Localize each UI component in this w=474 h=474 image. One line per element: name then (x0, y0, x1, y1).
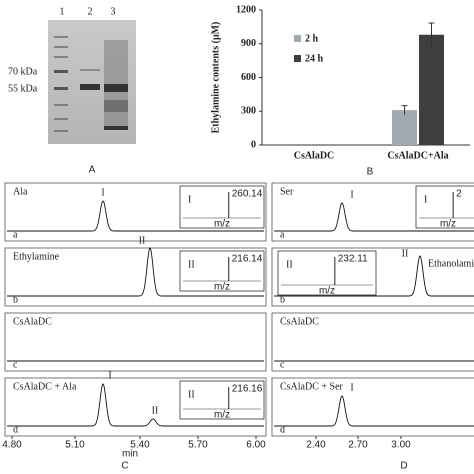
panel-label: A (89, 165, 96, 176)
legend-label: 2 h (305, 33, 319, 44)
trace (7, 383, 264, 427)
peak-label: II (139, 235, 146, 246)
trace-name: Ethanolamine (428, 258, 474, 269)
y-tick-label: 0 (251, 139, 256, 150)
trace-frame (271, 312, 474, 372)
inset-ion: II (188, 259, 195, 270)
trace-letter: d (13, 424, 18, 435)
inset-axis-label: m/z (214, 282, 230, 293)
inset-frame (415, 185, 474, 229)
trace (7, 247, 264, 297)
trace-letter: c (280, 359, 285, 370)
inset-axis-label: m/z (319, 286, 335, 297)
y-axis-label: Ethylamine contents (μM) (210, 22, 221, 134)
inset-mz: 216.16 (232, 384, 263, 395)
legend-label: 24 h (305, 53, 324, 64)
lane-label: 2 (88, 6, 93, 17)
trace-name: Ala (13, 186, 28, 197)
trace-letter: d (280, 424, 285, 435)
inset-ion: II (286, 259, 293, 270)
inset-frame (179, 185, 265, 229)
trace-letter: b (13, 294, 18, 305)
trace (274, 395, 474, 427)
inset-frame (179, 380, 265, 420)
inset-axis-label: m/z (214, 219, 230, 230)
peak-label: I (350, 189, 353, 200)
trace-name: CsAlaDC (280, 316, 319, 327)
peak-label: I (108, 370, 111, 381)
x-tick-label: CsAlaDC+Ala (387, 150, 448, 161)
inset-ion: II (188, 389, 195, 400)
inset-mz: 2 (456, 189, 462, 200)
x-tick-label: 5.70 (188, 440, 208, 451)
trace-frame (4, 377, 267, 437)
lane-label: 3 (111, 6, 116, 17)
x-tick-label: 5.40 (130, 440, 150, 451)
trace-letter: a (13, 229, 18, 240)
bar (419, 34, 444, 145)
trace-frame (271, 247, 474, 307)
trace-letter: a (280, 229, 285, 240)
trace-frame (4, 247, 267, 307)
trace-name: Ser (280, 186, 294, 197)
trace-frame (271, 377, 474, 437)
trace (274, 202, 474, 232)
x-tick-label: 2.40 (306, 440, 326, 451)
trace-frame (4, 182, 267, 242)
y-tick-label: 300 (241, 106, 256, 117)
inset-mz: 260.14 (232, 189, 263, 200)
marker-label: 70 kDa (8, 66, 38, 77)
x-tick-label: 3.00 (391, 440, 411, 451)
inset-frame (179, 250, 265, 292)
x-tick-label: 2.70 (348, 440, 368, 451)
inset-ion: I (424, 194, 427, 205)
inset-ion: I (188, 194, 191, 205)
panel-label: D (400, 461, 407, 472)
error-bar (401, 105, 408, 115)
trace (7, 200, 264, 232)
lane-label: 1 (60, 6, 65, 17)
x-tick-label: 6.00 (246, 440, 266, 451)
legend-swatch (294, 55, 301, 62)
inset-mz: 216.14 (232, 254, 263, 265)
peak-label: I (101, 187, 104, 198)
peak-label: I (350, 382, 353, 393)
y-tick-label: 1200 (236, 4, 256, 15)
inset-mz: 232.11 (338, 254, 368, 265)
trace-frame (4, 312, 267, 372)
marker-label: 55 kDa (8, 83, 38, 94)
peak-label: II (402, 248, 409, 259)
trace-letter: c (13, 359, 18, 370)
trace-name: CsAlaDC + Ala (13, 381, 77, 392)
x-tick-label: 4.80 (2, 440, 22, 451)
inset-frame (277, 250, 377, 296)
trace-name: CsAlaDC + Ser (280, 381, 344, 392)
peak-label: II (152, 405, 159, 416)
trace-name: Ethylamine (13, 251, 60, 262)
panel-label: C (121, 461, 128, 472)
trace-frame (271, 182, 474, 242)
inset-axis-label: m/z (440, 219, 456, 230)
error-bar (428, 22, 435, 47)
y-tick-label: 600 (241, 72, 256, 83)
y-tick-label: 900 (241, 38, 256, 49)
trace (274, 255, 474, 297)
bar (392, 110, 417, 145)
trace-letter: b (280, 294, 285, 305)
inset-axis-label: m/z (214, 410, 230, 421)
panel-label: B (367, 167, 374, 178)
x-tick-label: 5.10 (65, 440, 85, 451)
x-axis-label: min (122, 449, 138, 460)
trace-name: CsAlaDC (13, 316, 52, 327)
x-tick-label: CsAlaDC (294, 150, 335, 161)
gel-image (48, 20, 136, 144)
legend-swatch (294, 35, 301, 42)
